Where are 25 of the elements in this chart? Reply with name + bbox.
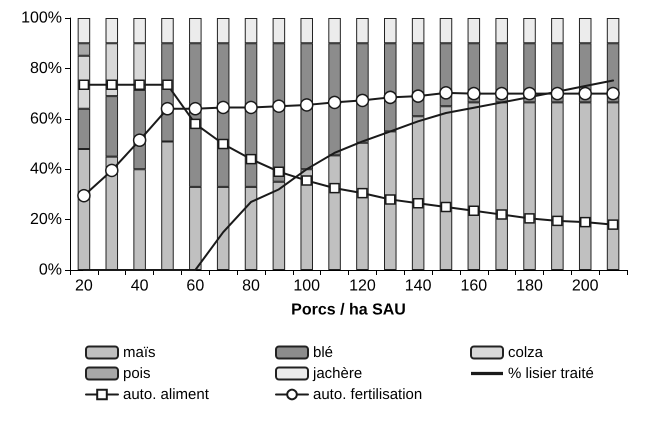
y-tick-label: 80% bbox=[30, 60, 62, 77]
y-tick-label: 100% bbox=[21, 10, 62, 26]
y-tick-label: 20% bbox=[30, 211, 62, 228]
x-tick-label: 40 bbox=[130, 278, 149, 294]
legend-label: maïs bbox=[123, 344, 156, 361]
legend-label: auto. aliment bbox=[123, 386, 210, 403]
x-axis-title: Porcs / ha SAU bbox=[291, 302, 406, 318]
y-tick-label: 40% bbox=[30, 160, 62, 178]
legend-label: jachère bbox=[312, 365, 362, 382]
x-tick-label: 20 bbox=[75, 278, 93, 294]
x-tick-label: 100 bbox=[293, 278, 320, 294]
x-tick-label: 200 bbox=[572, 278, 599, 294]
x-tick-label: 180 bbox=[516, 278, 543, 294]
y-tick-label: 60% bbox=[30, 110, 62, 128]
legend-label: pois bbox=[123, 365, 151, 382]
x-tick-label: 120 bbox=[349, 278, 376, 294]
legend-label: auto. fertilisation bbox=[313, 386, 422, 403]
x-tick-label: 160 bbox=[460, 278, 488, 294]
legend-label: blé bbox=[313, 344, 334, 361]
x-tick-label: 140 bbox=[404, 278, 432, 294]
x-tick-label: 60 bbox=[186, 278, 204, 294]
y-tick-label: 0% bbox=[38, 262, 62, 278]
legend-label: % lisier traité bbox=[508, 365, 594, 382]
legend-label: colza bbox=[508, 344, 544, 361]
x-tick-label: 80 bbox=[242, 278, 260, 294]
